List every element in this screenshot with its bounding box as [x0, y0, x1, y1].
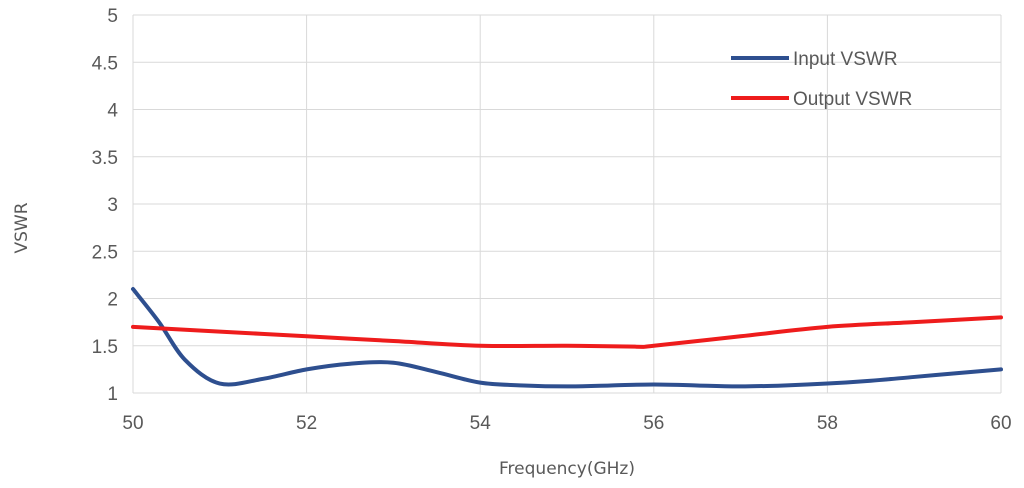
- y-tick-labels: 1 1.5 2 2.5 3 3.5 4 4.5 5: [92, 6, 119, 405]
- y-tick-label: 2.5: [92, 242, 118, 263]
- y-tick-label: 3.5: [92, 148, 118, 169]
- x-tick-label: 58: [817, 413, 838, 434]
- legend-label-output-vswr: Output VSWR: [793, 89, 912, 110]
- legend: Input VSWR Output VSWR: [731, 49, 912, 110]
- series-line-input-vswr: [131, 287, 1003, 389]
- x-tick-label: 56: [643, 413, 664, 434]
- y-tick-label: 4: [107, 101, 118, 122]
- y-tick-label: 1: [107, 384, 118, 405]
- x-tick-label: 54: [470, 413, 492, 434]
- series-line-output-vswr: [131, 315, 1003, 349]
- y-tick-label: 1.5: [92, 337, 118, 358]
- x-tick-label: 60: [990, 413, 1011, 434]
- y-axis-title: VSWR: [12, 202, 32, 253]
- y-tick-label: 4.5: [92, 53, 118, 74]
- x-tick-label: 52: [296, 413, 317, 434]
- series-lines: [131, 287, 1003, 389]
- x-tick-labels: 50 52 54 56 58 60: [122, 413, 1011, 434]
- grid: [132, 14, 1002, 394]
- y-tick-label: 2: [107, 290, 118, 311]
- y-tick-label: 3: [107, 195, 118, 216]
- legend-label-input-vswr: Input VSWR: [793, 49, 898, 70]
- x-axis-title: Frequency(GHz): [499, 459, 635, 479]
- x-tick-label: 50: [122, 413, 143, 434]
- y-tick-label: 5: [107, 6, 118, 27]
